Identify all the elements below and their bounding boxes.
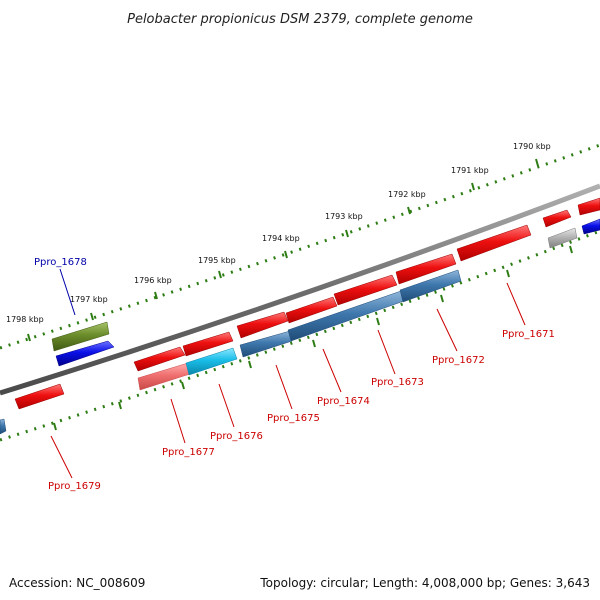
inner-tick	[181, 381, 185, 390]
gene-label-ppro-1679[interactable]: Ppro_1679	[48, 481, 101, 492]
gene-steel-ppro-1672[interactable]	[399, 269, 462, 303]
gene-label-ppro-1676[interactable]: Ppro_1676	[210, 431, 263, 442]
gene-gray[interactable]	[547, 227, 578, 249]
gene-label-ppro-1677[interactable]: Ppro_1677	[162, 447, 215, 458]
kbp-label: 1790 kbp	[513, 142, 551, 151]
gene-red[interactable]	[182, 331, 234, 357]
gene-blue-ppro-1678[interactable]	[55, 340, 115, 367]
genome-summary-text: Topology: circular; Length: 4,008,000 bp…	[259, 576, 590, 590]
kbp-label: 1797 kbp	[70, 295, 108, 304]
inner-tick	[248, 360, 252, 369]
kbp-label: 1793 kbp	[325, 212, 363, 221]
inner-tick	[376, 317, 380, 326]
kbp-tick	[471, 182, 475, 191]
leader-lines	[50, 268, 526, 479]
leader-line-ppro-1676	[218, 383, 235, 428]
kbp-tick	[535, 158, 539, 167]
gene-olive[interactable]	[51, 321, 110, 352]
inner-tick	[440, 294, 444, 303]
gene-label-ppro-1674[interactable]: Ppro_1674	[317, 396, 370, 407]
inner-dotted-ring	[0, 229, 600, 442]
inner-strand-genes	[0, 224, 532, 435]
gene-red[interactable]	[285, 296, 338, 324]
kbp-tick	[27, 333, 31, 342]
gene-label-ppro-1672[interactable]: Ppro_1672	[432, 355, 485, 366]
gene-red[interactable]	[333, 274, 398, 306]
kbp-label: 1792 kbp	[388, 190, 426, 199]
kbp-tick	[154, 291, 158, 300]
inner-tick	[53, 422, 57, 431]
inner-tick	[569, 245, 573, 254]
gene-label-ppro-1678[interactable]: Ppro_1678	[34, 257, 87, 268]
outer-dotted-ring	[0, 143, 600, 350]
leader-line-ppro-1671	[506, 282, 526, 326]
inner-tick	[312, 339, 316, 348]
kbp-label: 1794 kbp	[262, 234, 300, 243]
kbp-tick	[345, 229, 349, 238]
leader-line-ppro-1679	[50, 435, 73, 479]
inner-tick	[506, 269, 510, 278]
accession-text: Accession: NC_008609	[9, 576, 145, 590]
gene-label-ppro-1673[interactable]: Ppro_1673	[371, 377, 424, 388]
leader-line-ppro-1675	[275, 364, 293, 410]
leader-line-ppro-1673	[377, 329, 396, 375]
gene-red[interactable]	[577, 197, 600, 216]
kbp-tick	[284, 250, 288, 259]
outer-strand-genes	[51, 197, 600, 367]
kbp-tick	[407, 206, 411, 215]
leader-line-ppro-1677	[170, 398, 186, 444]
leader-line-ppro-1672	[436, 308, 458, 352]
kbp-label: 1796 kbp	[134, 276, 172, 285]
gene-blue[interactable]	[581, 218, 600, 235]
gene-label-ppro-1671[interactable]: Ppro_1671	[502, 329, 555, 340]
inner-tick	[118, 401, 122, 410]
gene-red[interactable]	[542, 209, 572, 228]
outer-tick-track: 1798 kbp 1797 kbp 1796 kbp 1795 kbp 1794…	[0, 142, 600, 350]
gene-red[interactable]	[456, 224, 532, 262]
gene-labels: Ppro_1678 Ppro_1679 Ppro_1677 Ppro_1676 …	[34, 257, 555, 492]
map-title: Pelobacter propionicus DSM 2379, complet…	[127, 12, 473, 27]
gene-red-ppro-1679[interactable]	[14, 383, 65, 410]
gene-cyan-ppro-1676[interactable]	[185, 347, 238, 376]
genome-backbone	[0, 183, 600, 396]
gene-red[interactable]	[395, 253, 457, 285]
leader-line-ppro-1678	[59, 268, 76, 316]
kbp-tick	[218, 270, 222, 279]
kbp-label: 1795 kbp	[198, 256, 236, 265]
gene-red[interactable]	[133, 346, 186, 372]
gene-steel-ppro-1675[interactable]	[239, 330, 293, 358]
inner-tick-track	[0, 229, 600, 442]
gene-steel[interactable]	[0, 418, 7, 435]
gene-label-ppro-1675[interactable]: Ppro_1675	[267, 413, 320, 424]
kbp-tick	[90, 312, 94, 321]
kbp-label: 1798 kbp	[6, 315, 44, 324]
gene-red[interactable]	[236, 311, 289, 339]
kbp-label: 1791 kbp	[451, 166, 489, 175]
leader-line-ppro-1674	[322, 348, 342, 393]
